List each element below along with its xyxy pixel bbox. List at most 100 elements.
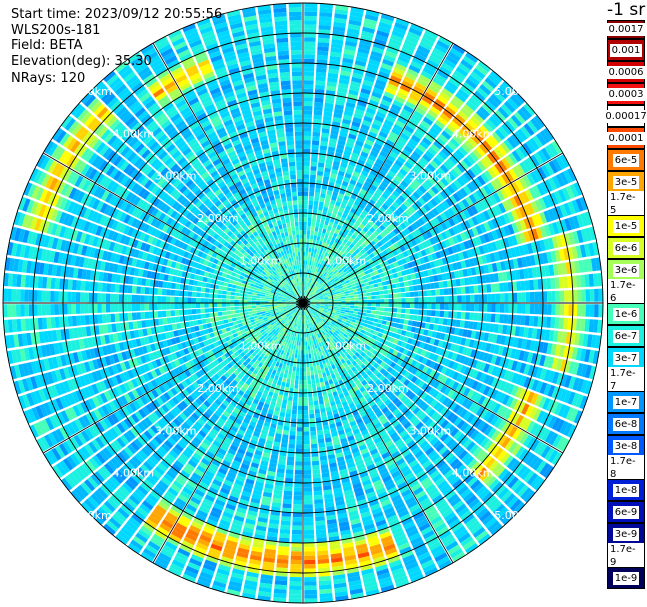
beta-bin [387,154,396,163]
beta-bin [396,171,405,180]
beta-bin [424,191,433,200]
beta-bin [452,152,462,162]
beta-bin [389,182,397,190]
beta-bin [385,87,397,96]
beta-bin [456,223,464,233]
beta-bin [362,296,368,300]
beta-bin [322,261,327,266]
beta-bin [391,256,397,263]
beta-bin [384,254,391,260]
beta-bin [354,108,365,116]
beta-bin [351,265,357,271]
beta-bin [453,179,462,189]
beta-bin [316,258,320,263]
beta-bin [360,272,366,277]
beta-bin [390,279,396,284]
beta-bin [477,61,491,73]
beta-bin [310,269,314,275]
beta-bin [356,284,361,289]
beta-bin [290,564,302,569]
beta-bin [328,284,333,288]
beta-bin [338,230,344,236]
beta-bin [339,74,351,81]
beta-bin [375,138,384,147]
beta-bin [335,249,341,255]
beta-bin [358,96,369,103]
beta-bin [512,258,519,269]
beta-bin [418,226,426,234]
beta-bin [315,71,327,77]
beta-bin [304,67,315,72]
beta-bin [315,282,320,287]
beta-bin [326,81,337,87]
beta-bin [499,303,505,313]
beta-bin [307,273,310,278]
beta-bin [379,231,386,238]
beta-bin [309,345,313,350]
beta-bin [466,182,475,193]
beta-bin [303,255,306,261]
beta-bin [303,213,308,218]
beta-bin [476,175,486,186]
beta-bin [408,117,419,127]
beta-bin [443,288,449,295]
beta-bin [400,313,406,319]
beta-bin [429,126,440,136]
beta-bin [391,127,401,136]
beta-bin [435,310,440,317]
beta-bin [516,281,522,291]
beta-bin [326,212,332,218]
beta-bin [551,236,559,249]
beta-bin [440,240,447,249]
beta-bin [375,158,384,166]
beta-bin [470,303,475,312]
beta-bin [297,410,303,415]
beta-bin [320,304,325,306]
beta-bin [374,115,385,123]
beta-bin [517,193,526,205]
beta-bin [533,316,539,327]
beta-bin [303,354,306,359]
beta-bin [410,239,418,247]
beta-bin [303,504,313,509]
beta-bin [348,211,354,218]
beta-bin [554,249,561,262]
beta-bin [306,286,309,291]
beta-bin [453,166,463,176]
beta-bin [446,80,459,91]
beta-bin [535,227,543,239]
beta-bin [304,529,315,535]
beta-bin [349,243,355,249]
beta-bin [290,555,302,561]
beta-bin [389,245,396,252]
beta-bin [316,283,321,287]
beta-bin [305,277,307,282]
beta-bin [303,401,308,406]
beta-bin [321,281,326,286]
beta-bin [435,303,441,310]
beta-bin [310,435,317,440]
beta-bin [391,283,397,289]
beta-bin [580,212,589,227]
beta-bin [536,183,546,196]
beta-bin [315,413,321,418]
beta-bin [427,109,439,119]
beta-bin [315,300,320,302]
beta-bin [375,34,388,42]
beta-bin [567,201,576,215]
beta-bin [363,278,369,283]
beta-bin [311,299,316,301]
beta-bin [446,158,456,168]
beta-bin [362,79,374,87]
beta-bin [463,220,471,230]
beta-bin [433,275,439,282]
beta-bin [333,160,341,167]
beta-bin [340,294,346,297]
beta-bin [286,460,294,466]
beta-bin [399,51,412,60]
beta-bin [350,81,361,88]
beta-bin [484,100,497,112]
beta-bin [369,252,375,259]
beta-bin [487,220,495,230]
beta-bin [418,74,431,84]
